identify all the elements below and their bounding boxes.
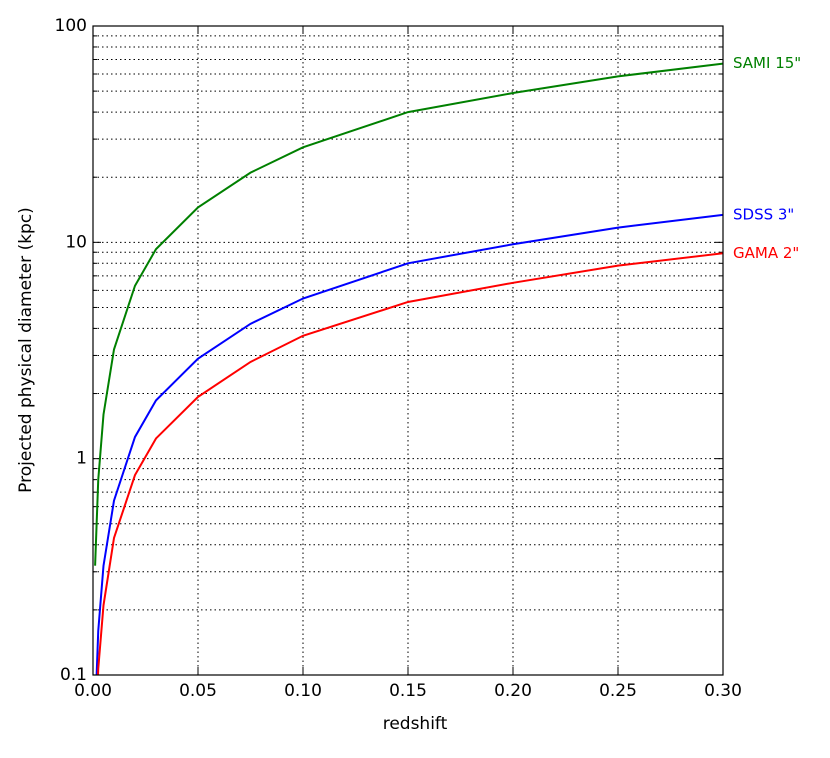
series-label: GAMA 2" [733, 244, 799, 262]
x-axis-label: redshift [383, 714, 448, 734]
x-tick-label: 0.00 [74, 681, 112, 701]
y-tick-label: 10 [65, 232, 87, 252]
plot-area [94, 62, 723, 675]
series-label: SAMI 15" [733, 54, 801, 72]
series-line [97, 252, 723, 675]
x-tick-label: 0.10 [284, 681, 322, 701]
series-line [94, 62, 723, 566]
x-tick-label: 0.30 [704, 681, 742, 701]
y-axis-label: Projected physical diameter (kpc) [16, 207, 36, 493]
x-tick-label: 0.25 [599, 681, 637, 701]
x-tick-label: 0.15 [389, 681, 427, 701]
plot-frame [92, 25, 724, 676]
series-label: SDSS 3" [733, 205, 794, 223]
series-line [95, 213, 723, 675]
x-tick-label: 0.05 [179, 681, 217, 701]
y-tick-label: 0.1 [60, 665, 87, 685]
y-tick-label: 1 [76, 449, 87, 469]
y-tick-label: 100 [55, 16, 87, 36]
x-tick-label: 0.20 [494, 681, 532, 701]
